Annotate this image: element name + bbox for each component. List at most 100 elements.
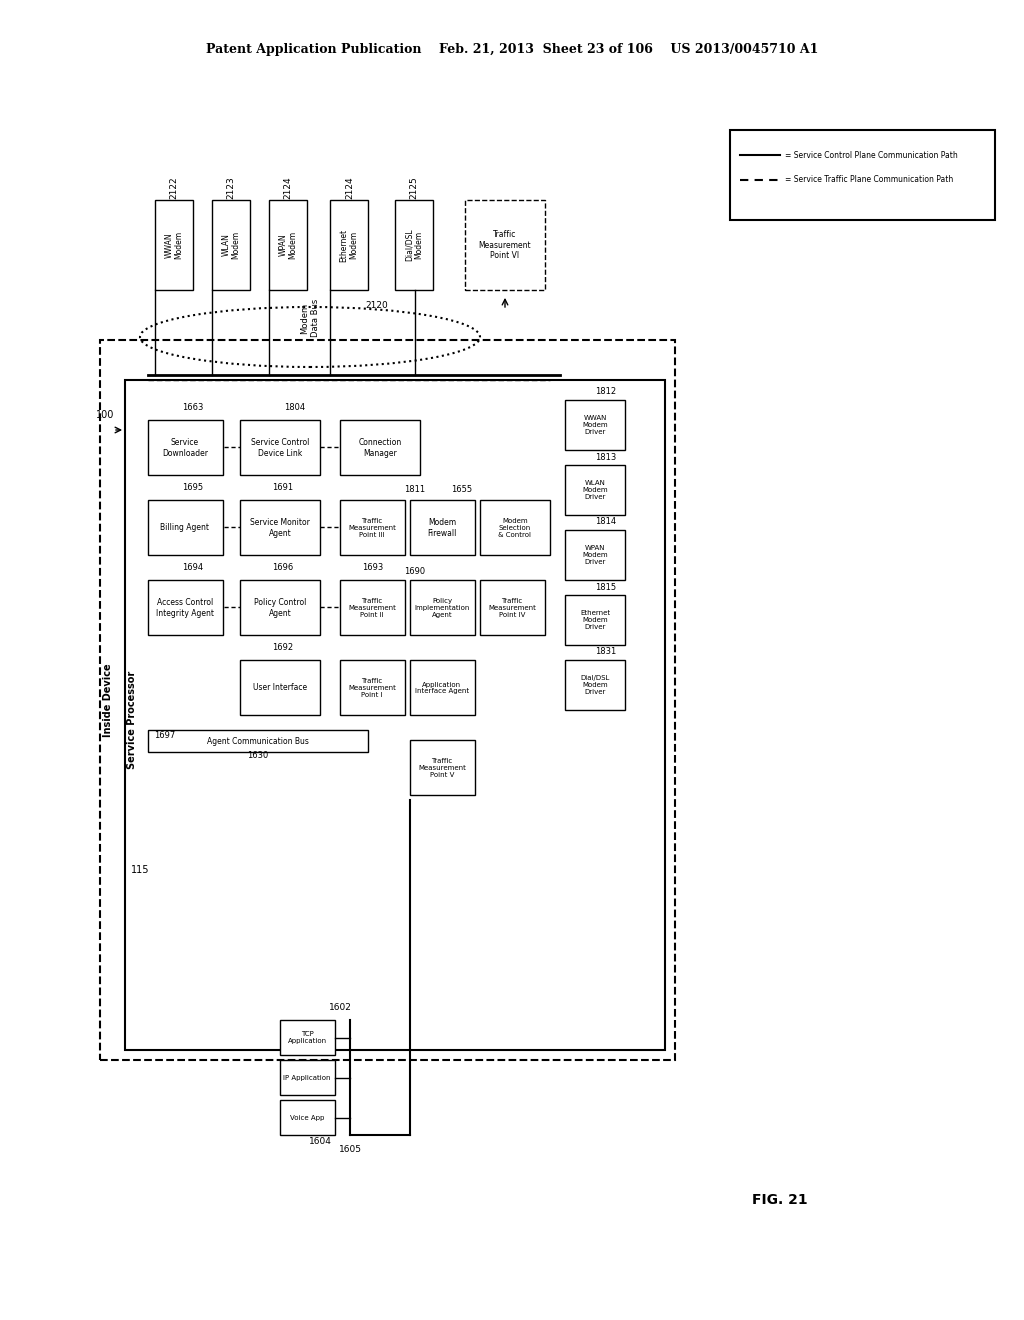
Text: 1811: 1811 (404, 486, 426, 495)
Bar (280, 1100, 335, 1135)
Text: Agent Communication Bus: Agent Communication Bus (207, 737, 309, 746)
Bar (480, 500, 550, 554)
Bar (340, 420, 420, 475)
Text: Traffic
Measurement
Point IV: Traffic Measurement Point IV (488, 598, 536, 618)
Bar (565, 595, 625, 645)
Text: 1605: 1605 (339, 1146, 361, 1155)
Text: 115: 115 (131, 865, 150, 875)
Text: 1602: 1602 (329, 1003, 351, 1012)
Bar (148, 500, 223, 554)
Bar (240, 579, 319, 635)
Text: 2125: 2125 (410, 177, 419, 199)
Text: WWAN
Modem
Driver: WWAN Modem Driver (583, 414, 608, 436)
Text: 1697: 1697 (155, 730, 176, 739)
Text: Policy Control
Agent: Policy Control Agent (254, 598, 306, 618)
Bar (410, 500, 475, 554)
Bar (240, 660, 319, 715)
Bar (410, 579, 475, 635)
Text: Dial/DSL
Modem
Driver: Dial/DSL Modem Driver (581, 675, 609, 696)
Bar (148, 579, 223, 635)
Text: 1691: 1691 (272, 483, 294, 492)
Text: 1804: 1804 (285, 404, 305, 412)
Text: WWAN
Modem: WWAN Modem (164, 231, 183, 259)
Text: Traffic
Measurement
Point VI: Traffic Measurement Point VI (478, 230, 531, 260)
Text: WLAN
Modem
Driver: WLAN Modem Driver (583, 480, 608, 500)
Text: User Interface: User Interface (253, 684, 307, 693)
Text: Policy
Implementation
Agent: Policy Implementation Agent (415, 598, 470, 618)
Text: 1695: 1695 (182, 483, 204, 492)
Text: Access Control
Integrity Agent: Access Control Integrity Agent (156, 598, 214, 618)
Text: 100: 100 (96, 411, 115, 420)
Text: WPAN
Modem
Driver: WPAN Modem Driver (583, 545, 608, 565)
Text: IP Application: IP Application (284, 1074, 331, 1081)
Bar (565, 400, 625, 450)
Text: 1690: 1690 (404, 568, 426, 577)
Text: Service Control
Device Link: Service Control Device Link (251, 438, 309, 458)
Bar (240, 420, 319, 475)
Text: 1655: 1655 (452, 486, 472, 495)
Bar (148, 420, 223, 475)
Text: Modem
Selection
& Control: Modem Selection & Control (499, 517, 531, 539)
Bar (280, 1060, 335, 1096)
Text: Traffic
Measurement
Point V: Traffic Measurement Point V (418, 758, 466, 777)
Bar (565, 531, 625, 579)
Text: 1815: 1815 (595, 582, 616, 591)
Text: TCP
Application: TCP Application (288, 1031, 327, 1044)
Text: 1696: 1696 (272, 564, 294, 573)
Text: 1831: 1831 (595, 648, 616, 656)
Bar (240, 500, 319, 554)
Text: FIG. 21: FIG. 21 (753, 1193, 808, 1206)
Text: WPAN
Modem: WPAN Modem (279, 231, 298, 259)
Text: Service
Downloader: Service Downloader (162, 438, 208, 458)
Bar (480, 579, 545, 635)
Text: 1604: 1604 (308, 1138, 332, 1147)
Text: Ethernet
Modem: Ethernet Modem (339, 228, 358, 261)
Text: Traffic
Measurement
Point II: Traffic Measurement Point II (348, 598, 396, 618)
Text: 1694: 1694 (182, 564, 204, 573)
Text: Inside Device: Inside Device (103, 663, 113, 737)
Text: Modem
Data Bus: Modem Data Bus (300, 298, 319, 337)
Text: Billing Agent: Billing Agent (161, 524, 210, 532)
Bar (730, 129, 995, 220)
Text: Patent Application Publication    Feb. 21, 2013  Sheet 23 of 106    US 2013/0045: Patent Application Publication Feb. 21, … (206, 44, 818, 57)
Text: Traffic
Measurement
Point I: Traffic Measurement Point I (348, 678, 396, 698)
Text: 1812: 1812 (595, 388, 616, 396)
Bar (269, 201, 307, 290)
Text: Dial/DSL
Modem: Dial/DSL Modem (404, 228, 424, 261)
Text: 2122: 2122 (170, 177, 178, 199)
Text: 1814: 1814 (595, 517, 616, 527)
Bar (212, 201, 250, 290)
Text: 2124: 2124 (345, 177, 354, 199)
Text: WLAN
Modem: WLAN Modem (221, 231, 241, 259)
Text: Connection
Manager: Connection Manager (358, 438, 401, 458)
Text: Service Monitor
Agent: Service Monitor Agent (250, 519, 310, 537)
Bar (280, 1020, 335, 1055)
Text: 2120: 2120 (365, 301, 388, 309)
Text: 1693: 1693 (362, 564, 384, 573)
Bar (465, 201, 545, 290)
Bar (565, 465, 625, 515)
Bar (330, 201, 368, 290)
Bar (410, 741, 475, 795)
Text: 2124: 2124 (284, 177, 293, 199)
Bar (565, 660, 625, 710)
Bar (340, 579, 406, 635)
Text: Application
Interface Agent: Application Interface Agent (415, 681, 469, 694)
Bar (410, 660, 475, 715)
Bar (340, 500, 406, 554)
Text: = Service Traffic Plane Communication Path: = Service Traffic Plane Communication Pa… (785, 176, 953, 185)
Text: 1813: 1813 (595, 453, 616, 462)
Text: 1630: 1630 (248, 751, 268, 760)
Bar (340, 660, 406, 715)
Text: Ethernet
Modem
Driver: Ethernet Modem Driver (580, 610, 610, 630)
Bar (155, 201, 193, 290)
Text: 1663: 1663 (182, 404, 204, 412)
Text: Voice App: Voice App (290, 1115, 325, 1121)
Bar (100, 341, 675, 1060)
Text: = Service Control Plane Communication Path: = Service Control Plane Communication Pa… (785, 150, 957, 160)
Text: Modem
Firewall: Modem Firewall (427, 519, 457, 537)
Bar (395, 201, 433, 290)
Text: 1692: 1692 (272, 644, 294, 652)
Text: 2123: 2123 (226, 177, 236, 199)
Text: Traffic
Measurement
Point III: Traffic Measurement Point III (348, 517, 396, 539)
